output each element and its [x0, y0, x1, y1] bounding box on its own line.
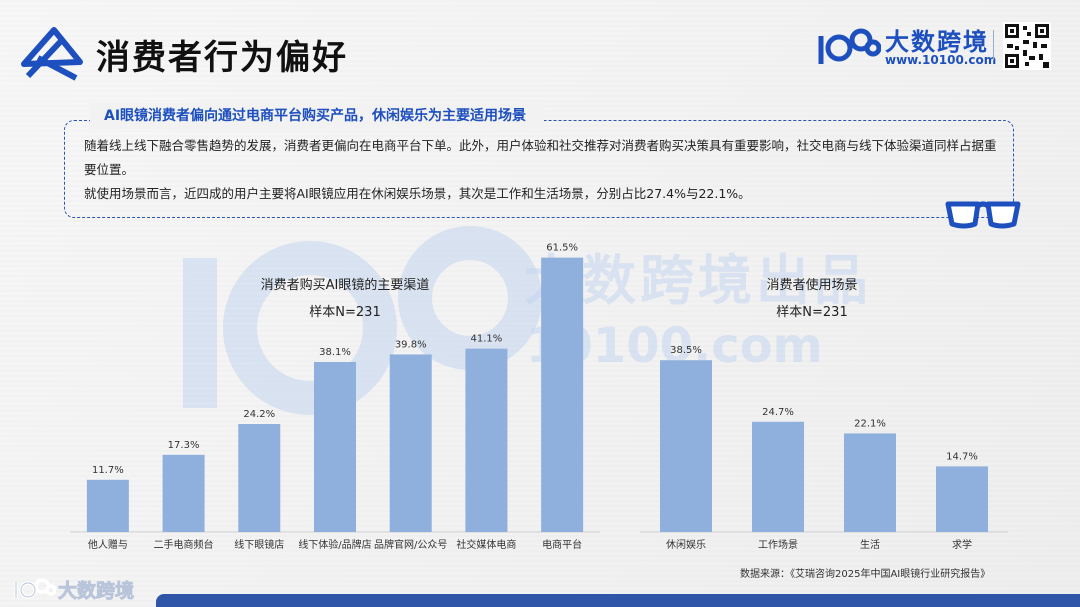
summary-paragraph-2: 就使用场景而言，近四成的用户主要将AI眼镜应用在休闲娱乐场景，其次是工作和生活场… [84, 186, 751, 201]
chart1-bar [541, 257, 584, 532]
glasses-icon [945, 201, 1021, 229]
chart1-title: 消费者购买AI眼镜的主要渠道 样本N=231 [200, 274, 490, 320]
chart1-value-label: 61.5% [546, 243, 578, 254]
chart2-bar [936, 466, 988, 532]
qr-code-icon [1003, 22, 1051, 70]
chart2-value-label: 14.7% [946, 451, 978, 462]
chart2-bar [660, 360, 712, 532]
chart1-bar [389, 354, 432, 532]
page-title: 消费者行为偏好 [96, 38, 348, 78]
brand-divider [993, 30, 994, 60]
chart1-category-label: 社交媒体电商 [456, 538, 516, 551]
chart1-bar [86, 479, 129, 532]
chart1-category-label: 品牌官网/公众号 [374, 538, 447, 551]
chart1-value-label: 11.7% [92, 465, 124, 476]
summary-text: 随着线上线下融合零售趋势的发展，消费者更偏向在电商平台下单。此外，用户体验和社交… [84, 134, 1004, 206]
chart2-bar [752, 421, 804, 532]
chart2-subtitle: 样本N=231 [776, 305, 848, 320]
footer-bar [156, 594, 1080, 607]
chart1-category-label: 二手电商频台 [154, 538, 214, 551]
chart1-bar [314, 362, 356, 532]
data-source: 数据来源：《艾瑞咨询2025年中国AI眼镜行业研究报告》 [740, 569, 991, 580]
title-logo-icon [21, 27, 83, 81]
chart2-title-text: 消费者使用场景 [766, 278, 858, 293]
chart2-bar [844, 433, 896, 532]
footer-logo-text: 大数跨境 [58, 580, 135, 603]
chart1-bar [465, 348, 508, 532]
footer-logo: 大数跨境 [12, 574, 152, 602]
chart1-value-label: 39.8% [395, 339, 427, 350]
chart1-category-label: 他人赠与 [88, 538, 128, 551]
chart1-subtitle: 样本N=231 [309, 305, 381, 320]
summary-paragraph-1: 随着线上线下融合零售趋势的发展，消费者更偏向在电商平台下单。此外，用户体验和社交… [84, 138, 997, 177]
chart1-value-label: 24.2% [243, 409, 275, 420]
chart2-category-label: 休闲娱乐 [666, 538, 706, 551]
chart2-value-label: 38.5% [670, 345, 702, 356]
chart2-value-label: 22.1% [854, 418, 886, 429]
chart1-value-label: 38.1% [319, 347, 351, 358]
summary-heading: AI眼镜消费者偏向通过电商平台购买产品，休闲娱乐为主要适用场景 [90, 103, 545, 129]
chart1-category-label: 线下体验/品牌店 [298, 538, 371, 551]
chart1-value-label: 17.3% [168, 440, 200, 451]
chart2-value-label: 24.7% [762, 407, 794, 418]
chart2-scenarios: 38.5% 休闲娱乐 24.7% 工作场景 22.1% 生活 14.7% 求学 [640, 345, 1008, 551]
chart1-category-label: 电商平台 [542, 538, 582, 551]
chart1-bar [162, 454, 205, 532]
brand-10100-icon [818, 28, 882, 64]
brand-logo: 大数跨境 www.10100.com [815, 22, 997, 68]
chart1-value-label: 41.1% [471, 334, 503, 345]
chart2-category-label: 求学 [952, 538, 972, 551]
chart1-bar [238, 424, 281, 532]
chart1-channels: 11.7% 他人赠与 17.3% 二手电商频台 24.2% 线下眼镜店 38.1% 线下体验/… [70, 243, 600, 551]
chart2-category-label: 工作场景 [758, 538, 798, 551]
brand-url: www.10100.com [885, 53, 997, 67]
chart2-category-label: 生活 [860, 538, 880, 551]
chart1-title-text: 消费者购买AI眼镜的主要渠道 [260, 278, 430, 293]
chart2-title: 消费者使用场景 样本N=231 [752, 274, 872, 320]
footer-10100-icon [14, 578, 57, 599]
chart1-category-label: 线下眼镜店 [234, 538, 284, 551]
brand-name: 大数跨境 [885, 28, 989, 56]
